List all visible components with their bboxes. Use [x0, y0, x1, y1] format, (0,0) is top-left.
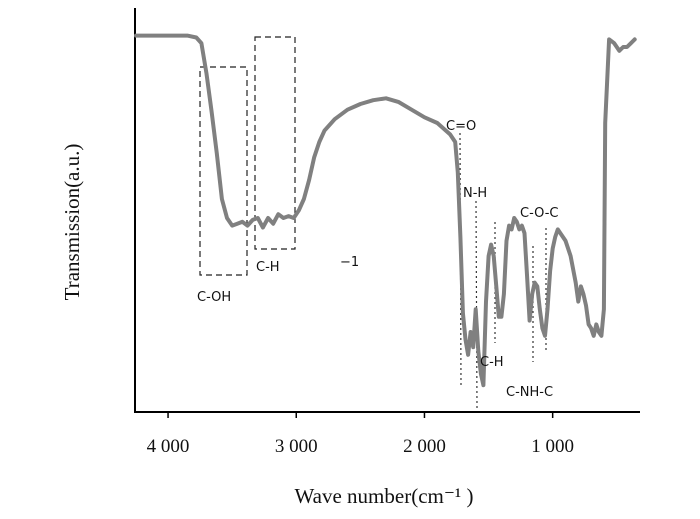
annotation-c-h-2: C-H [480, 355, 504, 370]
x-tick-label-0: 4 000 [147, 436, 190, 457]
x-tick-label-3: 1 000 [531, 436, 574, 457]
annotation-superscript: −1 [340, 255, 359, 270]
x-tick-label-1: 3 000 [275, 436, 318, 457]
spectrum-line [134, 33, 637, 388]
c-h-region-box [254, 36, 296, 250]
plot-frame [134, 8, 640, 413]
annotation-n-h: N-H [463, 186, 487, 201]
annotation-boxes [199, 36, 296, 276]
x-axis-ticks: 4 000 3 000 2 000 1 000 [147, 412, 574, 457]
x-tick-label-2: 2 000 [403, 436, 446, 457]
x-axis-title: Wave number(cm⁻¹ ) [295, 484, 474, 508]
annotation-c-o: C=O [446, 119, 476, 134]
annotation-c-o-c: C-O-C [520, 206, 559, 221]
c-oh-region-box [199, 66, 248, 276]
y-axis-title: Transmission(a.u.) [60, 144, 84, 301]
n-h-marker [475, 200, 478, 409]
annotation-c-h-1: C-H [256, 260, 280, 275]
annotation-c-nh-c: C-NH-C [506, 385, 553, 400]
annotation-c-oh: C-OH [197, 290, 231, 305]
annotations: C-OH C-H −1 C=O N-H C-H C-O-C C-NH-C [197, 119, 559, 400]
